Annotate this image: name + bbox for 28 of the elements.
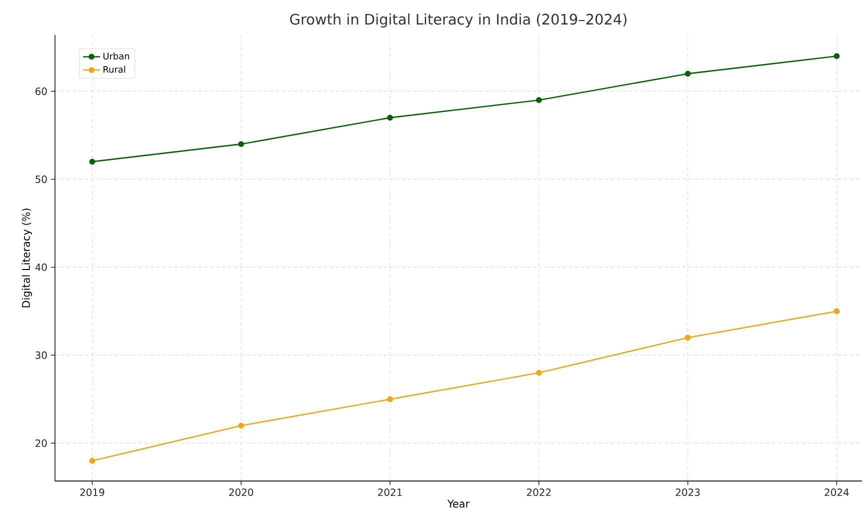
point — [834, 308, 840, 314]
y-tick-label: 60 — [36, 88, 47, 96]
legend-label: Urban — [103, 52, 130, 60]
x-tick-label: 2020 — [229, 488, 254, 496]
x-tick-label: 2019 — [80, 488, 104, 496]
point — [89, 158, 96, 165]
y-tick-label: 40 — [35, 263, 47, 271]
y-tick-label: 20 — [36, 439, 47, 447]
x-tick-label: 2021 — [378, 488, 402, 496]
y-tick-label: 30 — [36, 351, 47, 359]
point — [238, 422, 244, 429]
point — [387, 114, 393, 121]
legend-label: Rural — [104, 66, 126, 73]
point — [684, 70, 691, 77]
point — [89, 458, 96, 464]
x-tick-label: 2023 — [676, 488, 700, 496]
point — [536, 370, 542, 376]
y-tick-label: 50 — [36, 175, 47, 184]
point — [684, 334, 691, 341]
x-tick-label: 2024 — [824, 488, 849, 496]
x-tick-label: 2022 — [526, 488, 551, 496]
chart-title: Growth in Digital Literacy in India (2019–2024) — [290, 14, 626, 28]
point — [536, 97, 542, 104]
point — [834, 53, 840, 60]
x-axis-title: Year — [447, 500, 470, 508]
y-axis-title: Digital Literacy (%) — [22, 208, 32, 308]
point — [387, 396, 393, 402]
point — [238, 141, 244, 148]
